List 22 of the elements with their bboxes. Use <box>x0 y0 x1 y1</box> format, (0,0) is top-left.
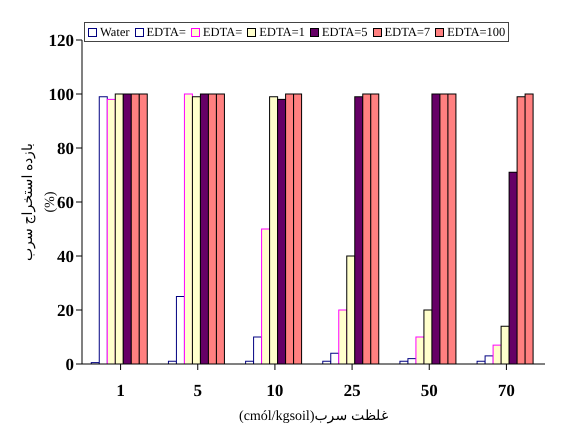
y-tick-label: 0 <box>66 355 74 374</box>
y-tick-label: 40 <box>57 247 74 266</box>
x-tick-label: 5 <box>194 381 202 400</box>
y-axis-title: بازده استخراج سرب (%) <box>21 143 58 261</box>
y-tick-label: 60 <box>57 193 74 212</box>
legend-label: EDTA=1 <box>259 25 305 39</box>
y-tick-label: 80 <box>57 139 74 158</box>
x-tick-label: 70 <box>498 381 515 400</box>
y-tick-label: 100 <box>48 85 74 104</box>
legend-label: Water <box>100 25 130 39</box>
y-tick-label: 120 <box>48 31 74 50</box>
legend-label: EDTA=7 <box>384 25 430 39</box>
legend-label: EDTA=5 <box>322 25 368 39</box>
x-axis-title: غلظت سرب(cmól/kgsoil) <box>239 409 388 424</box>
x-tick-label: 25 <box>344 381 361 400</box>
legend-label: EDTA=100 <box>447 25 506 39</box>
legend-label: EDTA= <box>202 25 242 39</box>
x-tick-label: 10 <box>266 381 284 400</box>
x-tick-label: 50 <box>420 381 438 400</box>
y-tick-label: 20 <box>57 301 74 320</box>
legend-label: EDTA= <box>146 25 186 39</box>
x-tick-label: 1 <box>116 381 125 400</box>
